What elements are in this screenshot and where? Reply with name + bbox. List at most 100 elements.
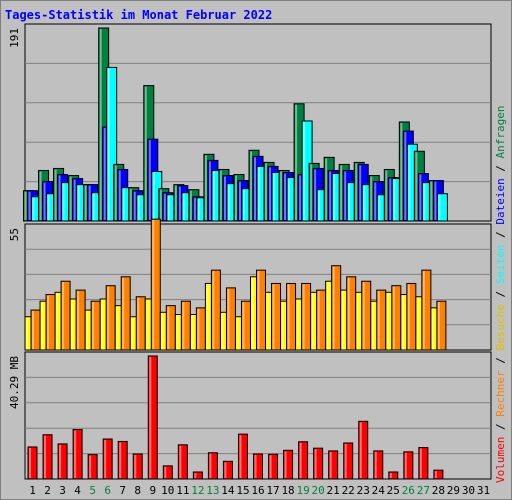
panel-bottom-max-label: 40.29 MB	[8, 356, 21, 409]
chart-title: Tages-Statistik im Monat Februar 2022	[5, 8, 272, 22]
x-tick-label-day-8: 8	[134, 484, 141, 497]
x-tick-label-day-4: 4	[74, 484, 81, 497]
bar-volumen-day-28	[433, 469, 444, 480]
x-tick-label-day-27: 27	[417, 484, 430, 497]
bar-volumen-day-18	[283, 449, 294, 480]
bar-volumen-day-21	[328, 450, 339, 480]
bar-volumen-day-25	[388, 471, 399, 480]
bar-rechner-day-14	[225, 287, 236, 351]
x-tick-label-day-2: 2	[44, 484, 51, 497]
x-tick-label-day-16: 16	[251, 484, 264, 497]
x-tick-label-day-21: 21	[327, 484, 340, 497]
x-tick-label-day-24: 24	[372, 484, 386, 497]
bar-rechner-day-15	[240, 300, 251, 351]
bar-rechner-day-26	[406, 282, 417, 351]
x-tick-label-day-18: 18	[281, 484, 294, 497]
bar-volumen-day-4	[72, 429, 83, 480]
bar-volumen-day-11	[177, 444, 188, 480]
bar-rechner-day-21	[331, 265, 342, 351]
bar-rechner-day-13	[210, 269, 221, 351]
x-tick-label-day-10: 10	[161, 484, 174, 497]
bar-rechner-day-28	[436, 300, 447, 351]
bar-volumen-day-16	[253, 453, 263, 480]
x-tick-label-day-7: 7	[119, 484, 126, 497]
x-tick-label-day-1: 1	[29, 484, 36, 497]
bar-rechner-day-11	[180, 300, 191, 351]
bar-seiten-day-28	[436, 193, 448, 222]
bar-volumen-day-23	[358, 420, 369, 480]
legend-entry-seiten: Seiten	[494, 245, 507, 285]
bar-volumen-day-1	[27, 446, 38, 480]
legend-entry-volumen: Volumen	[494, 437, 507, 483]
bar-rechner-day-7	[120, 276, 131, 351]
bar-rechner-day-5	[90, 300, 101, 351]
legend: Volumen / Rechner / Besuche / Seiten / D…	[494, 105, 507, 483]
bar-volumen-day-7	[117, 440, 128, 480]
legend-entry-dateien: Dateien	[494, 178, 507, 224]
legend-entry-rechner: Rechner	[494, 370, 507, 417]
panel-middle-max-label: 55	[8, 228, 21, 241]
x-tick-label-day-12: 12	[191, 484, 204, 497]
bar-rechner-day-22	[346, 276, 357, 351]
x-tick-label-day-11: 11	[176, 484, 189, 497]
bar-rechner-day-20	[316, 289, 327, 351]
bar-volumen-day-10	[162, 465, 173, 480]
x-tick-label-day-31: 31	[477, 484, 490, 497]
bar-volumen-day-17	[268, 453, 279, 480]
bar-rechner-day-6	[105, 285, 116, 351]
x-tick-label-day-29: 29	[447, 484, 460, 497]
bar-rechner-day-18	[286, 282, 297, 351]
bar-volumen-day-9	[147, 355, 158, 480]
x-tick-label-day-6: 6	[104, 484, 111, 497]
bar-volumen-day-5	[87, 454, 98, 480]
bar-rechner-day-17	[271, 282, 282, 351]
x-tick-label-day-22: 22	[342, 484, 355, 497]
bar-rechner-day-24	[376, 289, 387, 351]
bar-rechner-day-3	[60, 280, 71, 351]
bar-rechner-day-9	[150, 218, 161, 351]
x-tick-label-day-20: 20	[312, 484, 325, 497]
bar-rechner-day-25	[391, 285, 402, 351]
x-tick-label-day-26: 26	[402, 484, 415, 497]
legend-entry-anfragen: Anfragen	[494, 105, 507, 158]
x-tick-label-day-5: 5	[89, 484, 96, 497]
panel-middle: 55	[8, 218, 492, 351]
x-tick-label-day-19: 19	[296, 484, 309, 497]
bar-rechner-day-4	[75, 289, 86, 351]
bar-volumen-day-3	[57, 443, 68, 480]
x-tick-label-day-30: 30	[462, 484, 475, 497]
x-tick-label-day-14: 14	[221, 484, 235, 497]
panel-top: 191	[8, 23, 492, 222]
bar-volumen-day-20	[313, 447, 324, 480]
x-tick-label-day-9: 9	[149, 484, 156, 497]
bar-rechner-day-19	[301, 282, 312, 351]
bar-rechner-day-2	[45, 294, 56, 351]
legend-entry-besuche: Besuche	[494, 304, 507, 350]
bar-volumen-day-24	[373, 450, 384, 480]
bar-rechner-day-10	[165, 305, 176, 351]
bar-volumen-day-8	[132, 453, 143, 480]
bar-volumen-day-27	[418, 447, 429, 480]
x-tick-label-day-3: 3	[59, 484, 66, 497]
panel-bottom: 40.29 MB	[8, 351, 492, 480]
x-tick-label-day-25: 25	[387, 484, 400, 497]
bar-rechner-day-16	[256, 269, 266, 351]
panel-top-max-label: 191	[8, 28, 21, 48]
x-tick-label-day-13: 13	[206, 484, 219, 497]
bar-volumen-day-22	[343, 442, 354, 480]
bar-rechner-day-12	[195, 307, 206, 351]
x-tick-label-day-23: 23	[357, 484, 370, 497]
x-tick-label-day-28: 28	[432, 484, 445, 497]
bar-rechner-day-8	[135, 296, 146, 351]
bar-volumen-day-14	[222, 460, 233, 480]
bar-rechner-day-27	[421, 269, 432, 351]
bar-rechner-day-1	[30, 309, 41, 351]
bar-volumen-day-19	[298, 441, 309, 480]
bar-volumen-day-12	[192, 471, 203, 480]
bar-volumen-day-15	[237, 433, 248, 480]
bar-seiten-day-6	[106, 66, 118, 222]
bar-volumen-day-26	[403, 451, 414, 480]
x-tick-label-day-17: 17	[266, 484, 279, 497]
bar-volumen-day-13	[207, 452, 218, 480]
